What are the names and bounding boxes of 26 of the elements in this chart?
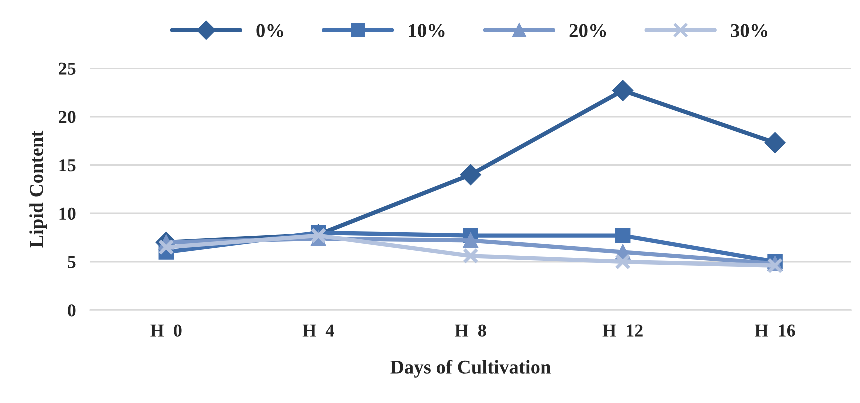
point bbox=[463, 233, 478, 248]
y-tick-label: 25 bbox=[59, 62, 76, 75]
point bbox=[615, 254, 632, 270]
x-tick-label: H 0 bbox=[150, 324, 182, 337]
point bbox=[158, 239, 174, 256]
y-tick-label: 5 bbox=[68, 256, 76, 268]
x-tick-label: H 4 bbox=[302, 324, 334, 337]
legend-label: 10% bbox=[409, 24, 445, 38]
point bbox=[615, 228, 631, 244]
point bbox=[310, 228, 327, 244]
y-tick-label: 20 bbox=[59, 111, 76, 124]
y-tick-label: 10 bbox=[60, 208, 76, 220]
x-tick-label: H 12 bbox=[602, 324, 643, 337]
legend-label: 30% bbox=[731, 24, 768, 38]
x-tick-label: H 8 bbox=[455, 324, 486, 337]
point bbox=[612, 80, 634, 102]
point bbox=[462, 248, 479, 264]
point bbox=[764, 132, 786, 154]
x-axis-title: Days of Cultivation bbox=[390, 360, 552, 378]
legend-label: 20% bbox=[570, 24, 606, 38]
x-tick-label: H 16 bbox=[755, 324, 796, 337]
y-tick-label: 0 bbox=[68, 304, 76, 317]
y-tick-label: 15 bbox=[60, 160, 76, 172]
legend-label: 0% bbox=[256, 24, 284, 38]
point bbox=[460, 164, 482, 186]
y-axis-title: Lipid Content bbox=[30, 130, 48, 248]
